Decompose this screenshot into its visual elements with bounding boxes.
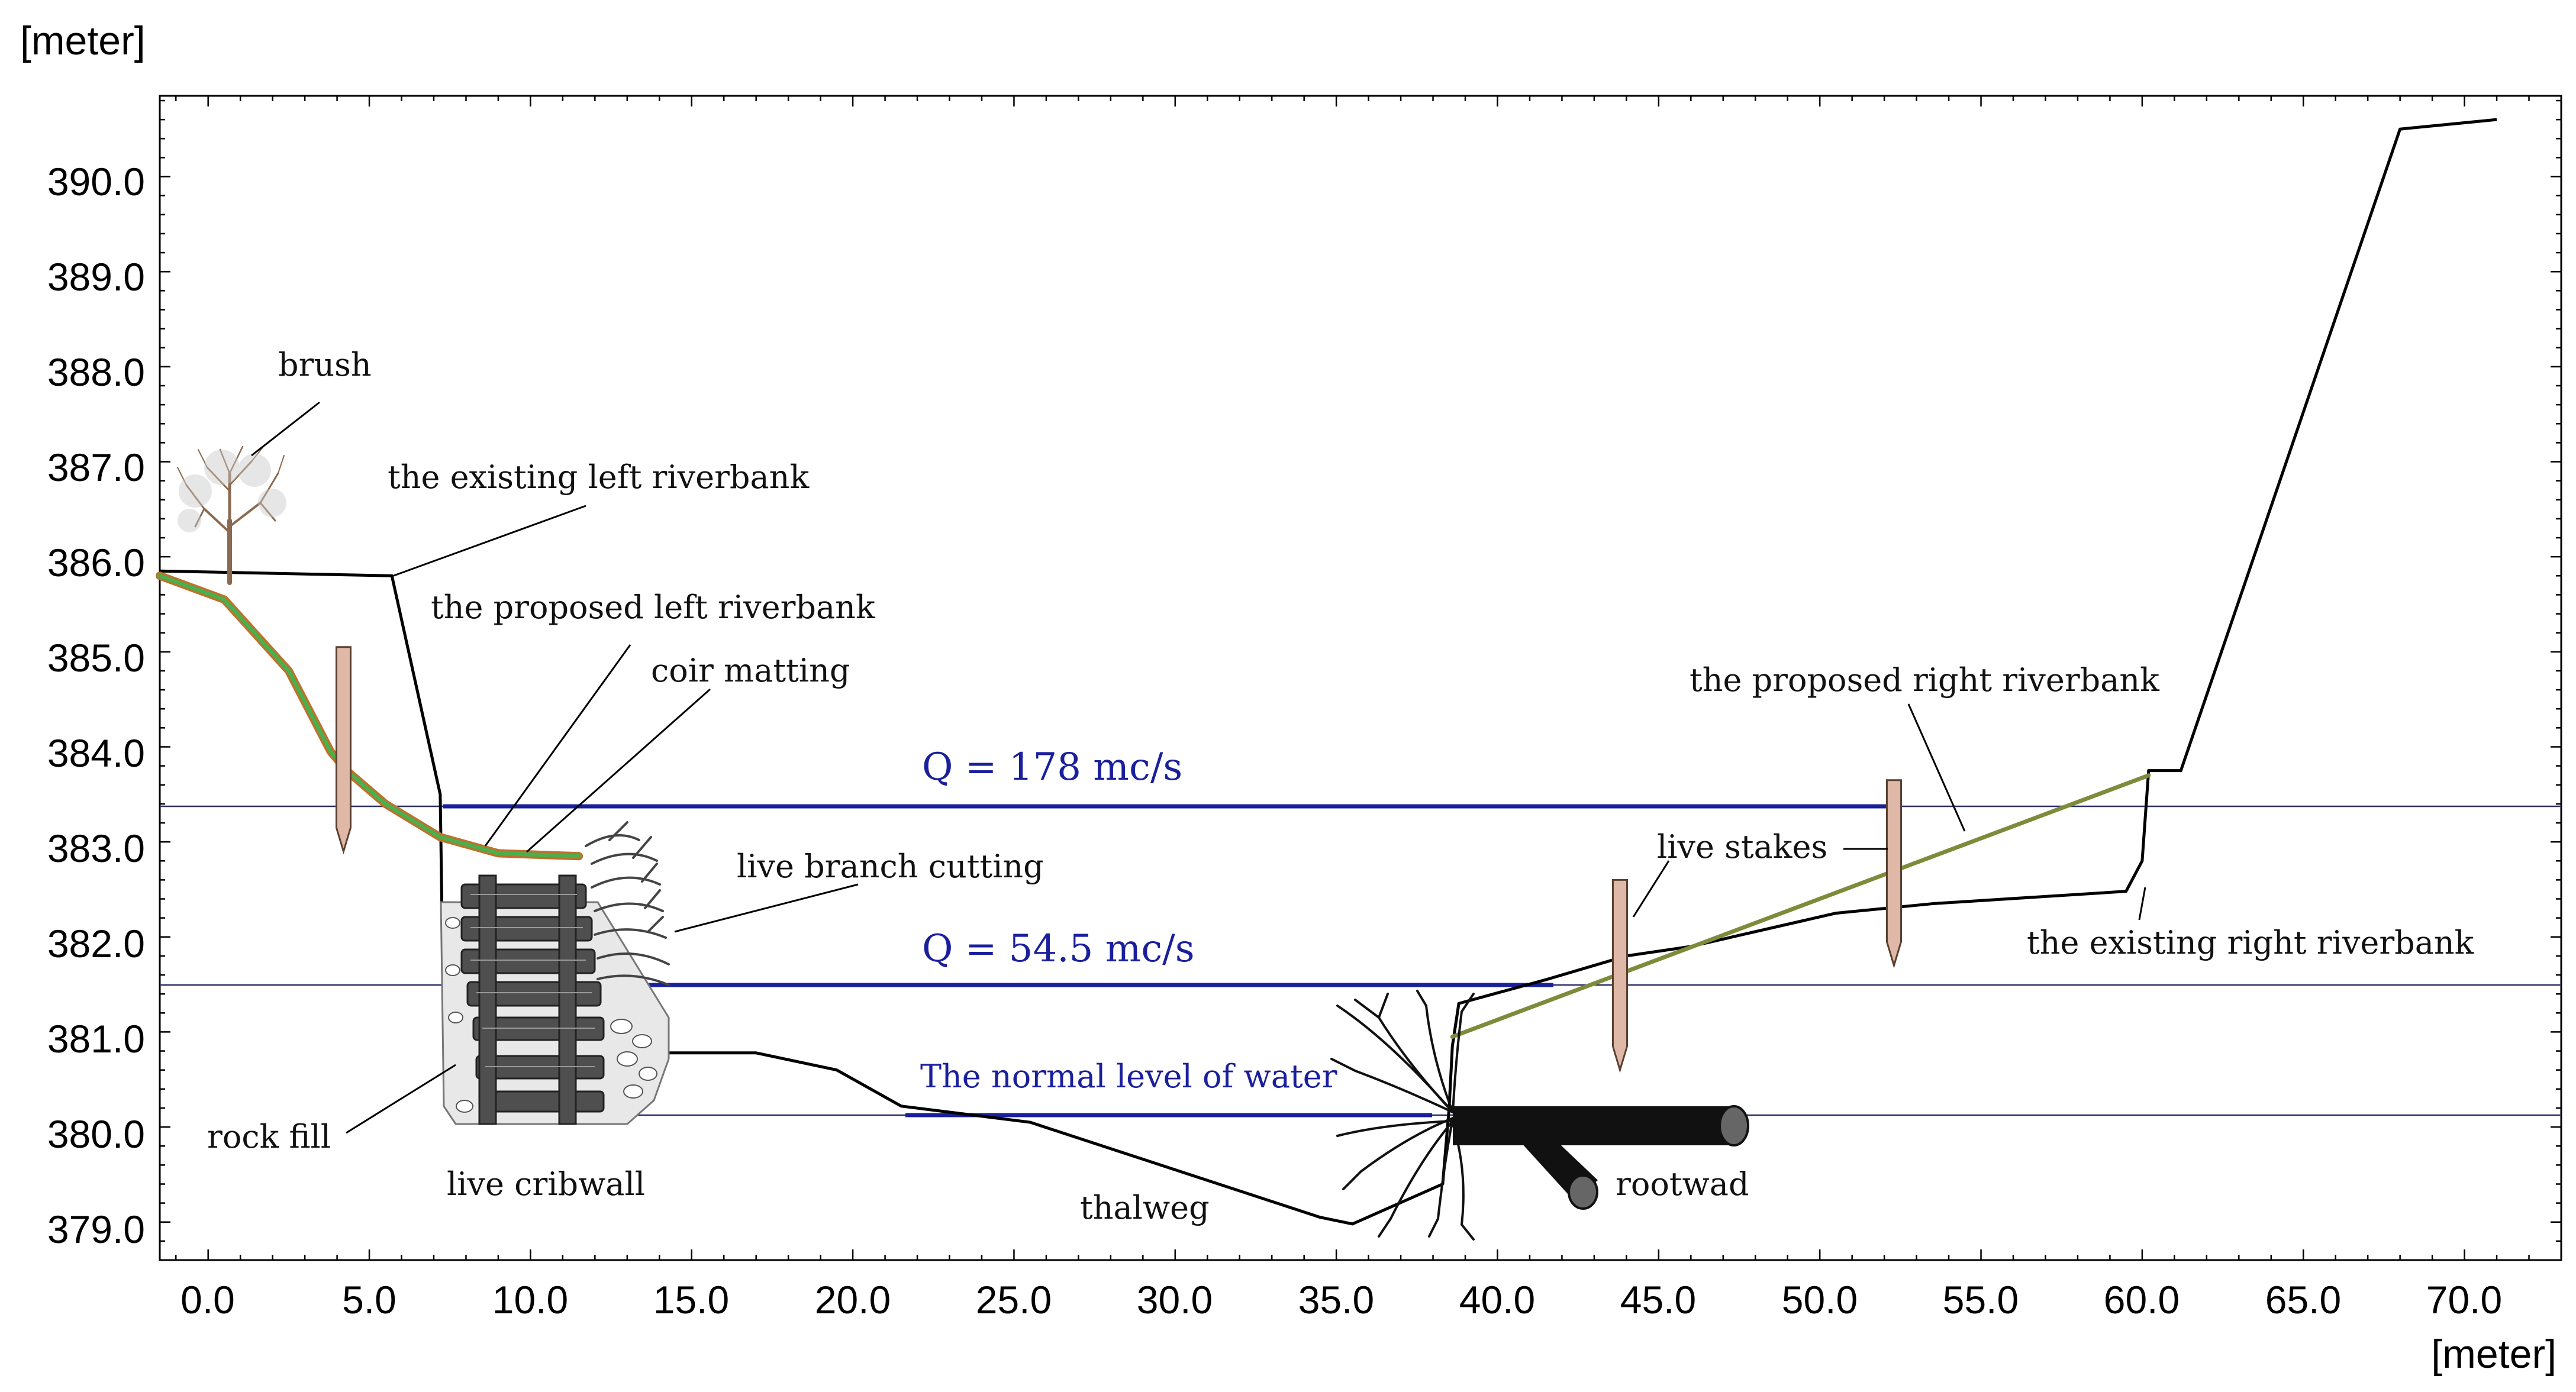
x-tick-label: 65.0 (2265, 1278, 2341, 1322)
label-live-branch-cutting: live branch cutting (737, 848, 1044, 885)
label-live-stakes: live stakes (1657, 828, 1827, 865)
label-proposed-left-riverbank: the proposed left riverbank (431, 589, 876, 626)
leader-branch (674, 883, 859, 933)
y-axis-unit: [meter] (20, 18, 146, 63)
x-tick-label: 50.0 (1782, 1278, 1858, 1322)
plot-frame (159, 95, 2562, 1261)
live-stake-icon (1611, 879, 1628, 1073)
brush-icon (177, 445, 285, 585)
label-rootwad: rootwad (1616, 1165, 1749, 1203)
brush-foliage (178, 450, 286, 532)
label-rock-fill: rock fill (207, 1118, 331, 1155)
leader-rockfill (346, 1064, 456, 1134)
label-existing-left-riverbank: the existing left riverbank (388, 458, 810, 496)
x-tick-label: 30.0 (1137, 1278, 1213, 1322)
x-tick-labels: 0.0 5.0 10.0 15.0 20.0 25.0 30.0 35.0 40… (180, 1278, 2502, 1322)
live-stake-icon (335, 646, 352, 855)
y-tick-labels: 390.0 389.0 388.0 387.0 386.0 385.0 384.… (47, 160, 145, 1251)
leader-proposed-left (484, 644, 631, 847)
x-tick-label: 25.0 (976, 1278, 1052, 1322)
leader-existing-right (2138, 887, 2146, 921)
leader-brush (251, 401, 320, 457)
x-tick-label: 45.0 (1620, 1278, 1696, 1322)
x-tick-label: 35.0 (1298, 1278, 1374, 1322)
live-stakes-group (335, 646, 1902, 1073)
x-tick-label: 20.0 (815, 1278, 891, 1322)
y-tick-label: 381.0 (47, 1017, 145, 1061)
x-tick-label: 40.0 (1459, 1278, 1535, 1322)
axis-ticks (160, 96, 2561, 1260)
rootwad (1330, 990, 1749, 1241)
y-tick-label: 390.0 (47, 160, 145, 204)
label-coir-matting: coir matting (651, 652, 850, 689)
normal-water-label: The normal level of water (920, 1058, 1337, 1095)
existing-left-riverbank-line (159, 569, 468, 1118)
y-tick-label: 386.0 (47, 541, 145, 584)
label-brush: brush (278, 346, 372, 383)
flow-label-q54: Q = 54.5 mc/s (922, 927, 1195, 971)
y-tick-label: 385.0 (47, 636, 145, 680)
label-proposed-right-riverbank: the proposed right riverbank (1690, 661, 2160, 699)
leader-lines (251, 401, 2146, 1134)
live-branch-cuttings (585, 821, 670, 986)
existing-riverbed-line (659, 118, 2497, 1226)
y-tick-label: 379.0 (47, 1207, 145, 1251)
label-thalweg: thalweg (1080, 1189, 1210, 1226)
live-stake-icon (1885, 779, 1902, 969)
x-tick-label: 60.0 (2104, 1278, 2180, 1322)
x-axis-unit: [meter] (2431, 1332, 2556, 1377)
label-live-cribwall: live cribwall (447, 1165, 645, 1203)
proposed-right-riverbank-line (1450, 773, 2151, 1039)
y-tick-label: 382.0 (47, 922, 145, 965)
x-tick-label: 0.0 (180, 1278, 235, 1322)
y-tick-label: 384.0 (47, 731, 145, 775)
x-tick-label: 55.0 (1943, 1278, 2019, 1322)
leader-proposed-right (1907, 703, 1966, 832)
leader-coir (526, 688, 711, 853)
x-tick-label: 70.0 (2426, 1278, 2502, 1322)
y-tick-label: 387.0 (47, 445, 145, 489)
y-tick-label: 389.0 (47, 255, 145, 299)
y-tick-label: 380.0 (47, 1112, 145, 1156)
y-tick-label: 383.0 (47, 826, 145, 870)
live-cribwall (440, 874, 670, 1125)
x-tick-label: 10.0 (492, 1278, 568, 1322)
label-existing-right-riverbank: the existing right riverbank (2027, 924, 2475, 961)
x-tick-label: 15.0 (653, 1278, 729, 1322)
x-tick-label: 5.0 (342, 1278, 396, 1322)
flow-label-q178: Q = 178 mc/s (922, 745, 1182, 789)
leader-existing-left (390, 505, 586, 578)
leader-live-stakes-1 (1632, 860, 1670, 918)
y-tick-label: 388.0 (47, 350, 145, 394)
